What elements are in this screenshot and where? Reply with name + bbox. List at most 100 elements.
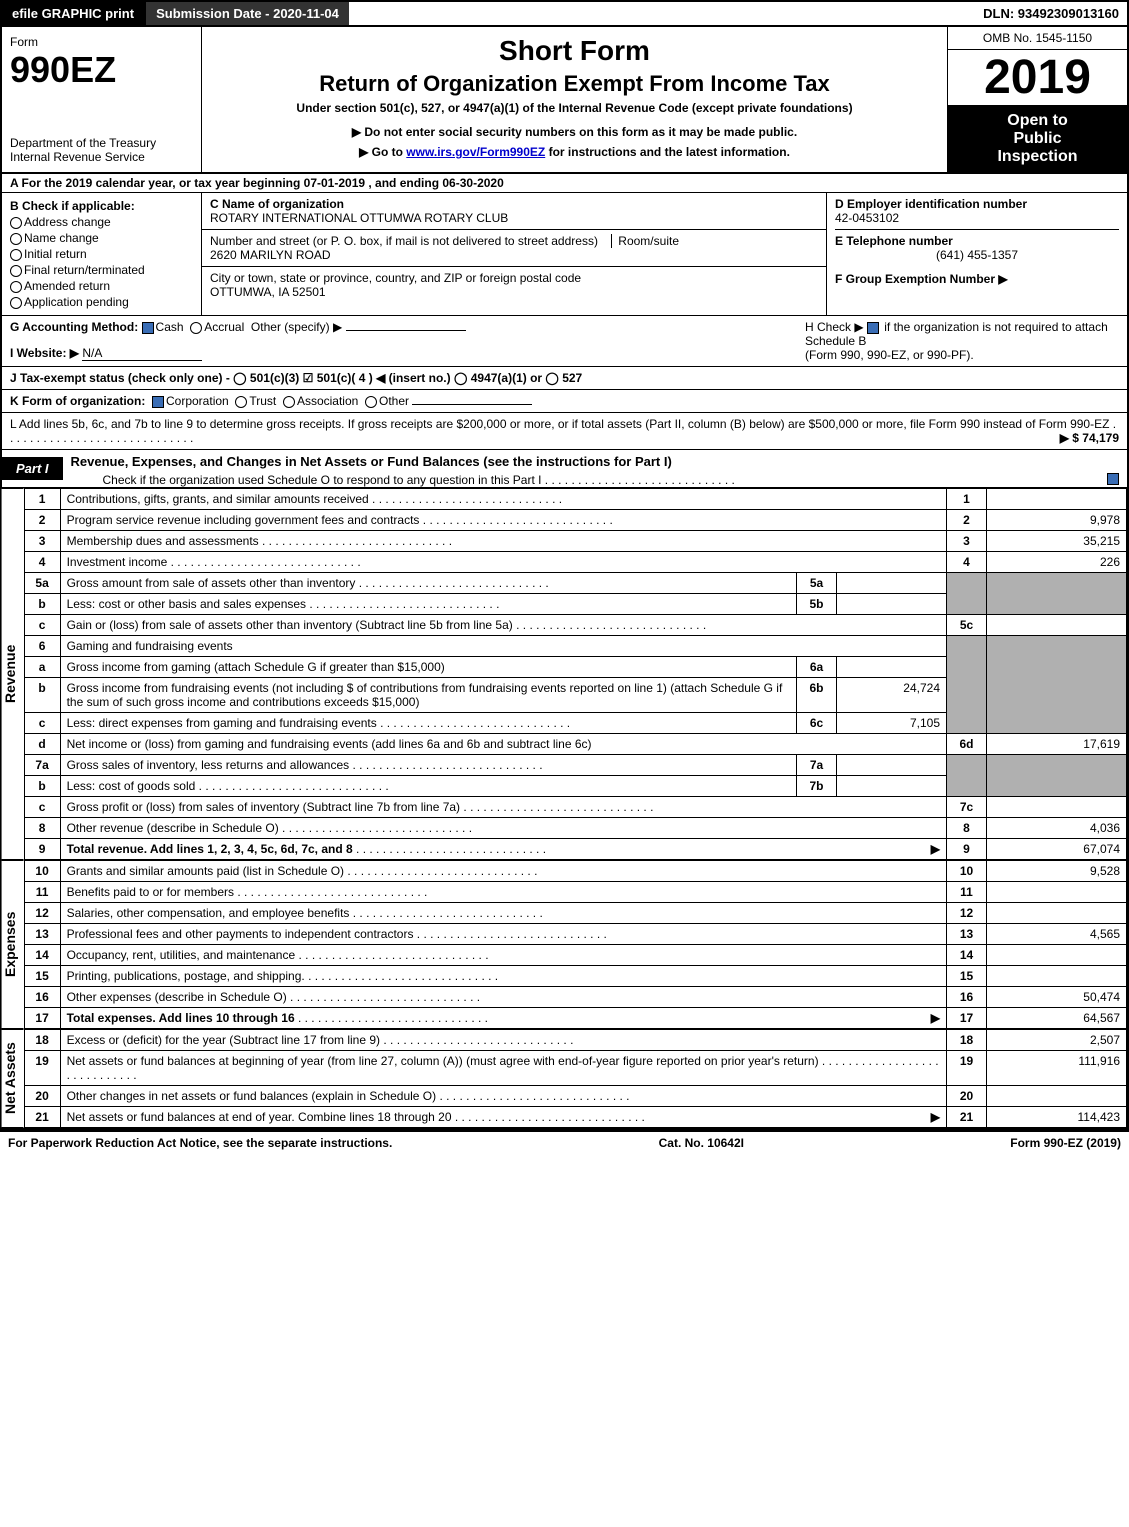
top-bar: efile GRAPHIC print Submission Date - 20… [0, 0, 1129, 27]
form-label: Form [10, 35, 193, 49]
k-label: K Form of organization: [10, 394, 145, 408]
irs-link[interactable]: www.irs.gov/Form990EZ [406, 145, 545, 159]
netassets-table: 18Excess or (deficit) for the year (Subt… [24, 1029, 1127, 1128]
line-16: 16Other expenses (describe in Schedule O… [24, 987, 1126, 1008]
badge-line2: Public [954, 130, 1121, 148]
org-name: ROTARY INTERNATIONAL OTTUMWA ROTARY CLUB [210, 211, 818, 225]
org-name-cell: C Name of organization ROTARY INTERNATIO… [202, 193, 826, 230]
check-trust[interactable] [235, 396, 247, 408]
line-11: 11Benefits paid to or for members11 [24, 882, 1126, 903]
expenses-table: 10Grants and similar amounts paid (list … [24, 860, 1127, 1029]
footer-right: Form 990-EZ (2019) [1010, 1136, 1121, 1150]
check-initial-return[interactable]: Initial return [10, 247, 193, 261]
street-label: Number and street (or P. O. box, if mail… [210, 234, 598, 248]
room-suite-label: Room/suite [611, 234, 679, 248]
cash-label: Cash [156, 320, 184, 334]
other-specify-input[interactable] [346, 330, 466, 331]
line-4: 4Investment income4226 [24, 552, 1126, 573]
check-cash[interactable] [142, 322, 154, 334]
accounting-method: G Accounting Method: Cash Accrual Other … [2, 316, 797, 366]
check-corporation[interactable] [152, 396, 164, 408]
line-19: 19Net assets or fund balances at beginni… [24, 1051, 1126, 1086]
efile-print-button[interactable]: efile GRAPHIC print [2, 2, 146, 25]
h-text3: (Form 990, 990-EZ, or 990-PF). [805, 348, 974, 362]
phone-value: (641) 455-1357 [835, 248, 1119, 262]
tax-year: 2019 [948, 50, 1127, 106]
check-association[interactable] [283, 396, 295, 408]
title-short-form: Short Form [210, 35, 939, 67]
city-value: OTTUMWA, IA 52501 [210, 285, 818, 299]
check-schedule-b[interactable] [867, 322, 879, 334]
street-value: 2620 MARILYN ROAD [210, 248, 818, 262]
header-center: Short Form Return of Organization Exempt… [202, 27, 947, 172]
line-6: 6Gaming and fundraising events [24, 636, 1126, 657]
other-org-label: Other [379, 394, 409, 408]
part1-tab: Part I [2, 457, 63, 480]
inspection-badge: Open to Public Inspection [948, 106, 1127, 172]
line-6d: dNet income or (loss) from gaming and fu… [24, 734, 1126, 755]
line-7a: 7aGross sales of inventory, less returns… [24, 755, 1126, 776]
footer-left: For Paperwork Reduction Act Notice, see … [8, 1136, 392, 1150]
column-b-checkboxes: B Check if applicable: Address change Na… [2, 193, 202, 315]
check-amended-return[interactable]: Amended return [10, 279, 193, 293]
group-exemption: F Group Exemption Number ▶ [835, 272, 1119, 286]
col-b-label: B Check if applicable: [10, 199, 193, 213]
ein-label: D Employer identification number [835, 197, 1119, 211]
line-5a: 5aGross amount from sale of assets other… [24, 573, 1126, 594]
j-text: J Tax-exempt status (check only one) - ◯… [10, 371, 582, 385]
line-10: 10Grants and similar amounts paid (list … [24, 861, 1126, 882]
i-label: I Website: ▶ [10, 346, 79, 360]
ssn-warning: ▶ Do not enter social security numbers o… [210, 125, 939, 139]
header-right: OMB No. 1545-1150 2019 Open to Public In… [947, 27, 1127, 172]
revenue-vlabel: Revenue [2, 488, 24, 860]
check-accrual[interactable] [190, 322, 202, 334]
line-9: 9Total revenue. Add lines 1, 2, 3, 4, 5c… [24, 839, 1126, 860]
street-cell: Number and street (or P. O. box, if mail… [202, 230, 826, 267]
group-exemption-label: F Group Exemption Number ▶ [835, 272, 1008, 286]
check-application-pending[interactable]: Application pending [10, 295, 193, 309]
dln-label: DLN: 93492309013160 [975, 2, 1127, 25]
revenue-section: Revenue 1Contributions, gifts, grants, a… [0, 488, 1129, 860]
part1-title: Revenue, Expenses, and Changes in Net As… [63, 450, 1127, 473]
title-return: Return of Organization Exempt From Incom… [210, 71, 939, 97]
dept-line2: Internal Revenue Service [10, 150, 193, 164]
other-label: Other (specify) ▶ [251, 320, 342, 334]
submission-date-button[interactable]: Submission Date - 2020-11-04 [146, 2, 349, 25]
line-3: 3Membership dues and assessments335,215 [24, 531, 1126, 552]
footer-center: Cat. No. 10642I [659, 1136, 744, 1150]
l-amount: ▶ $ 74,179 [1060, 431, 1119, 445]
accrual-label: Accrual [204, 320, 244, 334]
ein-block: D Employer identification number 42-0453… [835, 197, 1119, 230]
line-12: 12Salaries, other compensation, and empl… [24, 903, 1126, 924]
city-label: City or town, state or province, country… [210, 271, 818, 285]
check-other-org[interactable] [365, 396, 377, 408]
part1-subtitle: Check if the organization used Schedule … [63, 473, 1127, 487]
line-15: 15Printing, publications, postage, and s… [24, 966, 1126, 987]
line-5c: cGain or (loss) from sale of assets othe… [24, 615, 1126, 636]
form-header: Form 990EZ Department of the Treasury In… [0, 27, 1129, 174]
netassets-section: Net Assets 18Excess or (deficit) for the… [0, 1029, 1129, 1130]
row-gh: G Accounting Method: Cash Accrual Other … [0, 316, 1129, 367]
line-7c: cGross profit or (loss) from sales of in… [24, 797, 1126, 818]
ein-value: 42-0453102 [835, 211, 1119, 225]
other-org-input[interactable] [412, 404, 532, 405]
city-cell: City or town, state or province, country… [202, 267, 826, 303]
part1-header: Part I Revenue, Expenses, and Changes in… [0, 450, 1129, 488]
check-schedule-o[interactable] [1107, 473, 1119, 485]
column-de: D Employer identification number 42-0453… [827, 193, 1127, 315]
page-footer: For Paperwork Reduction Act Notice, see … [0, 1130, 1129, 1154]
badge-line3: Inspection [954, 148, 1121, 166]
badge-line1: Open to [954, 112, 1121, 130]
line-8: 8Other revenue (describe in Schedule O)8… [24, 818, 1126, 839]
check-address-change[interactable]: Address change [10, 215, 193, 229]
phone-block: E Telephone number (641) 455-1357 [835, 234, 1119, 262]
line-2: 2Program service revenue including gover… [24, 510, 1126, 531]
link-prefix: ▶ Go to [359, 145, 406, 159]
check-name-change[interactable]: Name change [10, 231, 193, 245]
h-text1: H Check ▶ [805, 320, 864, 334]
dept-line1: Department of the Treasury [10, 136, 193, 150]
header-left: Form 990EZ Department of the Treasury In… [2, 27, 202, 172]
omb-number: OMB No. 1545-1150 [948, 27, 1127, 50]
line-14: 14Occupancy, rent, utilities, and mainte… [24, 945, 1126, 966]
check-final-return[interactable]: Final return/terminated [10, 263, 193, 277]
